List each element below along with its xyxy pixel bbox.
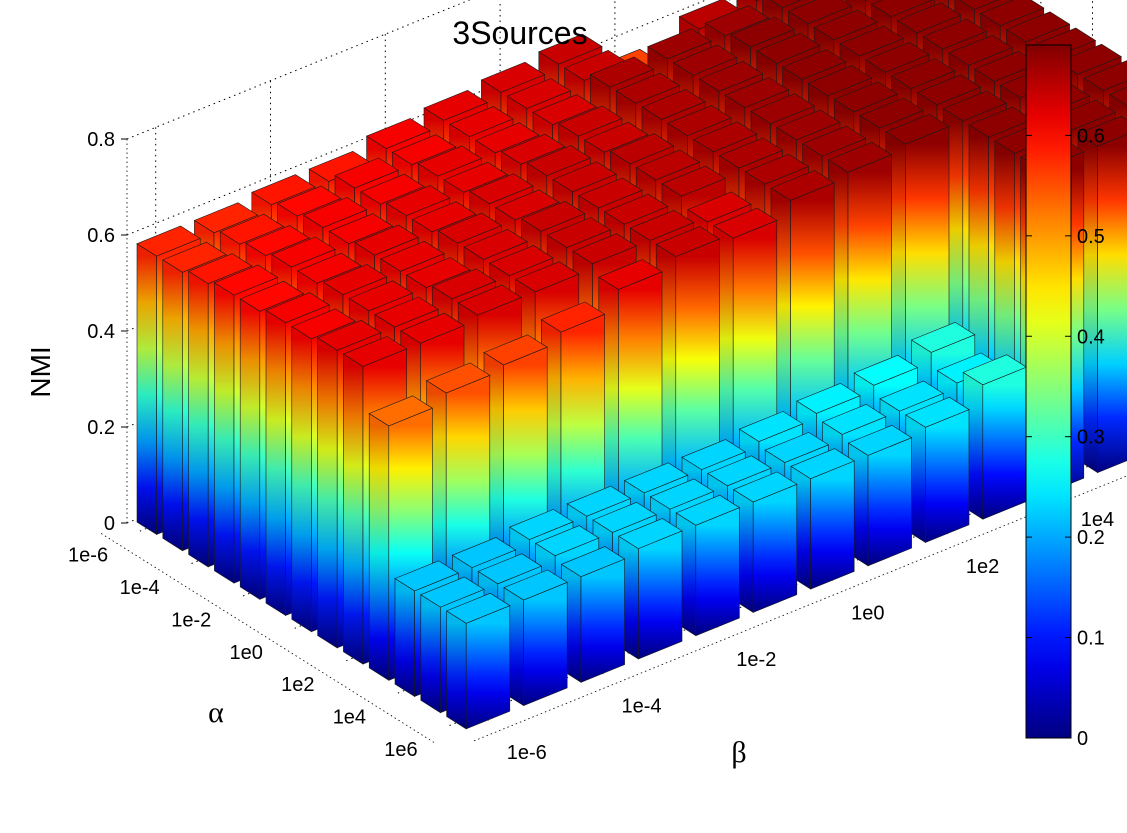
bar-front-face [696,508,740,636]
colorbar-tick-label: 0.3 [1077,427,1105,449]
colorbar-tick-label: 0.2 [1077,527,1105,549]
bar-left-face [137,244,157,535]
z-tick-label: 0.4 [87,321,115,343]
z-tick-label: 0.2 [87,417,115,439]
bar [906,397,969,542]
alpha-tick-label: 1e6 [384,739,417,761]
alpha-tick-label: 1e-4 [120,577,160,599]
bar-left-face [214,283,234,583]
bar-left-face [369,414,389,681]
bar [504,570,567,706]
chart-title: 3Sources [452,15,587,51]
bar-left-face [292,327,312,632]
bar-left-face [421,595,441,713]
bar [848,425,911,566]
z-tick-label: 0 [104,513,115,535]
bar-front-face [925,410,969,543]
bar [791,449,854,589]
colorbar-gradient [1026,45,1071,738]
bar-left-face [343,354,363,664]
bar-front-face [811,461,855,589]
alpha-tick-label: 1e-2 [171,609,211,631]
beta-tick-label: 1e0 [851,602,884,624]
bar [1078,116,1127,473]
colorbar-tick-label: 0.1 [1077,628,1105,650]
bar-left-face [318,338,338,648]
bar-front-face [638,531,682,659]
bar-front-face [524,582,568,705]
bar [963,355,1026,520]
bar-front-face [466,606,510,729]
colorbar-tick-label: 0 [1077,728,1088,750]
bar-left-face [189,271,209,567]
alpha-tick-label: 1e-6 [68,545,108,567]
bar-front-face [1098,129,1127,473]
beta-tick-label: 1e-6 [507,742,547,764]
z-tick-label: 0.6 [87,225,115,247]
bar-left-face [163,260,183,551]
beta-tick-label: 1e2 [966,556,999,578]
alpha-tick-label: 1e4 [333,707,366,729]
bar-left-face [447,611,467,729]
z-axis-label: NMI [25,346,56,397]
bar-left-face [395,579,415,697]
bar [447,593,510,729]
bar-front-face [581,559,625,682]
bar-left-face [266,310,286,615]
alpha-axis-label: α [208,696,224,729]
beta-tick-label: 1e-2 [736,649,776,671]
bar-left-face [240,299,260,599]
alpha-tick-label: 1e0 [229,642,262,664]
colorbar-tick-label: 0.4 [1077,326,1105,348]
beta-tick-label: 1e-4 [622,696,662,718]
colorbar-tick-label: 0.5 [1077,226,1105,248]
bar [561,547,624,683]
bar-front-face [868,438,912,566]
beta-axis-label: β [731,736,746,769]
colorbar-tick-label: 0.6 [1077,125,1105,147]
bar [676,495,739,636]
alpha-tick-label: 1e2 [281,674,314,696]
bar-front-face [753,484,797,612]
bars [137,0,1127,729]
bar [734,472,797,613]
bar [619,519,682,660]
bar-front-face [983,367,1027,519]
z-tick-label: 0.8 [87,129,115,151]
